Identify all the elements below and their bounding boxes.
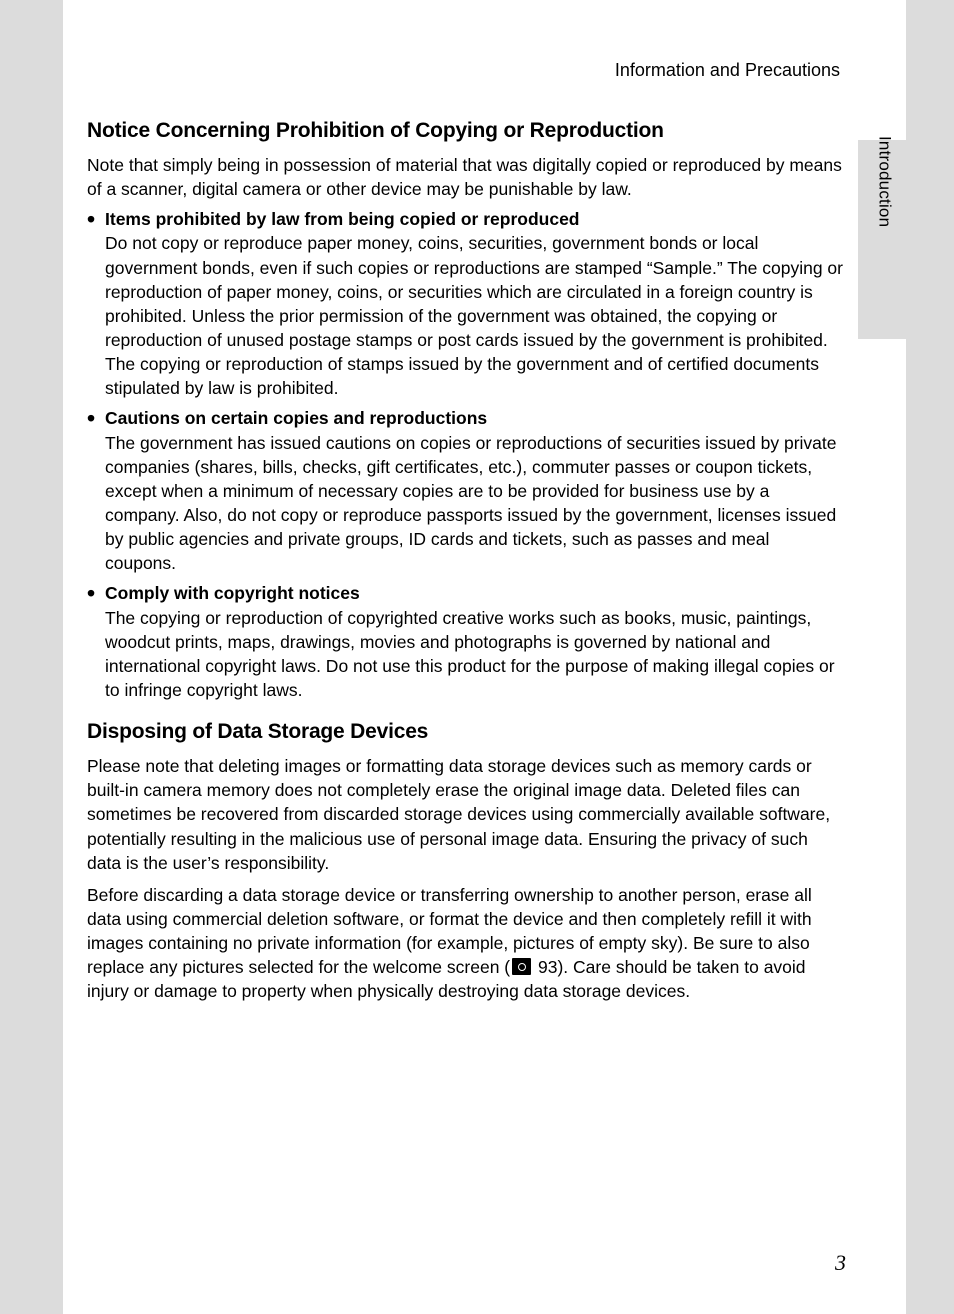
page-number: 3 <box>835 1250 846 1276</box>
section-intro: Note that simply being in possession of … <box>87 153 844 201</box>
paragraph: Please note that deleting images or form… <box>87 754 844 875</box>
section-prohibition: Notice Concerning Prohibition of Copying… <box>87 119 844 702</box>
page-reference[interactable]: 93 <box>538 957 557 977</box>
section-title: Disposing of Data Storage Devices <box>87 720 844 744</box>
bullet-list: Items prohibited by law from being copie… <box>87 207 844 702</box>
list-item-body: Do not copy or reproduce paper money, co… <box>105 231 844 400</box>
list-item-title: Comply with copyright notices <box>105 581 844 605</box>
document-page: Information and Precautions Notice Conce… <box>63 0 906 1314</box>
section-disposing: Disposing of Data Storage Devices Please… <box>87 720 844 1003</box>
list-item-title: Cautions on certain copies and reproduct… <box>105 406 844 430</box>
list-item: Items prohibited by law from being copie… <box>87 207 844 400</box>
list-item: Comply with copyright notices The copyin… <box>87 581 844 702</box>
list-item: Cautions on certain copies and reproduct… <box>87 406 844 575</box>
side-tab-label: Introduction <box>874 136 894 227</box>
paragraph: Before discarding a data storage device … <box>87 883 844 1004</box>
camera-icon <box>512 958 531 975</box>
section-title: Notice Concerning Prohibition of Copying… <box>87 119 844 143</box>
list-item-body: The copying or reproduction of copyright… <box>105 606 844 703</box>
list-item-body: The government has issued cautions on co… <box>105 431 844 576</box>
page-header: Information and Precautions <box>87 60 844 81</box>
list-item-title: Items prohibited by law from being copie… <box>105 207 844 231</box>
